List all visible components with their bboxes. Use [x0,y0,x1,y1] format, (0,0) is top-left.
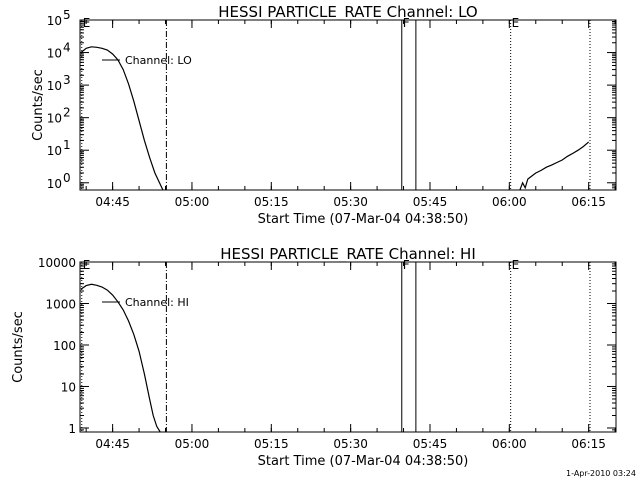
y-tick-label: 10 [47,177,62,191]
plot-frame [79,19,617,191]
chart-title: HESSI PARTICLE_RATE Channel: LO [218,3,477,22]
y-tick-label: 10 [47,79,62,93]
y-tick-exponent: 3 [63,73,71,87]
event-marker-label: F [403,16,410,30]
x-tick-label: 06:15 [571,437,606,451]
event-marker-label: E [512,258,520,272]
y-tick-exponent: 4 [63,41,71,55]
x-axis-label: Start Time (07-Mar-04 04:38:50) [258,212,469,227]
x-tick-label: 06:15 [571,195,606,209]
y-tick-exponent: 0 [63,171,71,185]
y-tick-label: 100 [53,339,76,353]
chart-panel-1: HESSI PARTICLE_RATE Channel: LO Start Tim… [31,3,617,227]
legend-entry: Channel: HI [125,296,189,309]
data-series-line [80,46,164,190]
event-marker-label: E [512,16,520,30]
x-tick-label: 05:00 [175,437,210,451]
y-axis-label: Counts/sec [31,69,46,141]
footer-timestamp: 1-Apr-2010 03:24 [566,469,636,478]
x-tick-label: 06:00 [492,195,527,209]
y-tick-exponent: 2 [63,106,71,120]
y-tick-label: 10 [47,112,62,126]
y-tick-label: 10 [47,14,62,28]
x-tick-label: 05:15 [254,437,289,451]
y-tick-exponent: 5 [63,8,71,22]
plot-frame [79,261,617,433]
y-axis-label: Counts/sec [11,311,26,383]
y-tick-exponent: 1 [63,138,71,152]
data-series-line [80,283,161,432]
event-marker-label: E [83,16,91,30]
y-tick-label: 10 [61,380,76,394]
x-tick-label: 06:00 [492,437,527,451]
chart-panel-2: HESSI PARTICLE_RATE Channel: HI Start Tim… [11,245,617,469]
legend-entry: Channel: LO [125,54,192,67]
y-tick-label: 1 [68,422,76,436]
y-tick-label: 10 [47,144,62,158]
y-tick-label: 1000 [45,297,76,311]
x-tick-label: 05:45 [413,437,448,451]
x-tick-label: 05:30 [333,437,368,451]
x-tick-label: 04:45 [95,195,130,209]
x-tick-label: 05:30 [333,195,368,209]
x-tick-label: 05:45 [413,195,448,209]
data-series-line [519,141,590,190]
y-tick-label: 10000 [38,256,76,270]
event-marker-label: E [83,258,91,272]
event-marker-label: F [403,258,410,272]
x-tick-label: 05:15 [254,195,289,209]
x-tick-label: 05:00 [175,195,210,209]
y-tick-label: 10 [47,47,62,61]
x-axis-label: Start Time (07-Mar-04 04:38:50) [258,454,469,469]
x-tick-label: 04:45 [95,437,130,451]
chart-title: HESSI PARTICLE_RATE Channel: HI [220,245,476,264]
